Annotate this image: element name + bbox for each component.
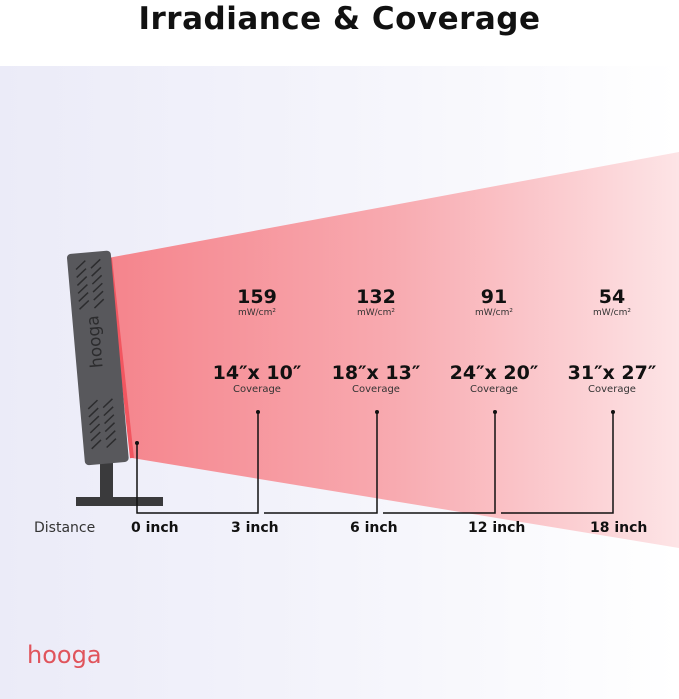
stand-post [100,460,113,498]
marker-dot [493,410,497,414]
distance-18: 18 inch [590,520,648,536]
coverage-label: Coverage [352,384,400,395]
distance-3: 3 inch [231,520,279,536]
measurement-6-inch: 132 mW/cm² 18″x 13″ Coverage [316,286,436,396]
distance-6: 6 inch [350,520,398,536]
irradiance-value: 91 [480,286,508,308]
stand-base [76,497,163,506]
device-panel: hooga [67,250,129,466]
page-title: Irradiance & Coverage [138,1,541,37]
measurement-18-inch: 54 mW/cm² 31″x 27″ Coverage [552,286,672,396]
irradiance-value: 132 [356,286,396,308]
irradiance-unit: mW/cm² [237,308,277,318]
distance-12: 12 inch [468,520,526,536]
coverage-value: 24″x 20″ [449,362,539,384]
light-beam [108,152,679,548]
coverage-value: 31″x 27″ [567,362,657,384]
measurement-3-inch: 159 mW/cm² 14″x 10″ Coverage [197,286,317,396]
irradiance-value: 159 [237,286,277,308]
connector-lines [136,412,614,514]
marker-dot [375,410,379,414]
irradiance-unit: mW/cm² [592,308,632,318]
measurement-12-inch: 91 mW/cm² 24″x 20″ Coverage [434,286,554,396]
distance-0: 0 inch [131,520,179,536]
irradiance-value: 54 [598,286,626,308]
coverage-value: 18″x 13″ [331,362,421,384]
marker-dot [135,441,139,445]
coverage-label: Coverage [233,384,281,395]
coverage-value: 14″x 10″ [212,362,302,384]
irradiance-unit: mW/cm² [474,308,514,318]
distance-label: Distance [34,520,96,536]
brand-logo: hooga [27,641,102,669]
marker-dot [611,410,615,414]
irradiance-unit: mW/cm² [356,308,396,318]
marker-dot [256,410,260,414]
coverage-label: Coverage [470,384,518,395]
coverage-label: Coverage [588,384,636,395]
device-brand-text: hooga [83,315,108,369]
